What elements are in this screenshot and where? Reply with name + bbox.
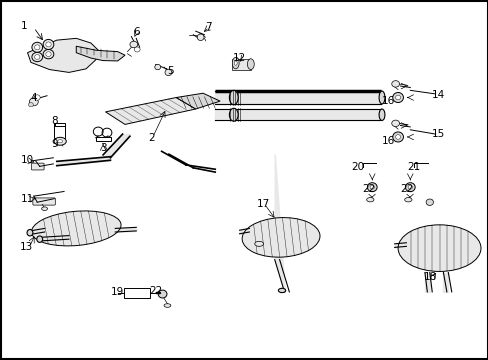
Ellipse shape [229,108,238,121]
Text: 21: 21 [407,162,420,172]
Text: 14: 14 [431,90,444,100]
Text: 10: 10 [21,155,34,165]
Polygon shape [76,46,125,61]
Text: 15: 15 [431,129,444,139]
Ellipse shape [155,64,160,70]
Text: 9: 9 [51,139,58,149]
Ellipse shape [232,57,239,69]
Ellipse shape [254,241,263,246]
Text: 22: 22 [399,184,412,194]
Polygon shape [176,93,220,109]
Ellipse shape [278,288,285,293]
Text: 12: 12 [232,53,246,63]
Ellipse shape [164,69,171,76]
FancyBboxPatch shape [33,198,55,205]
Text: 11: 11 [21,194,34,204]
Ellipse shape [378,109,384,121]
Text: 6: 6 [133,27,139,37]
Ellipse shape [391,120,399,127]
Ellipse shape [158,290,166,298]
Ellipse shape [37,236,42,242]
Ellipse shape [34,95,40,100]
Ellipse shape [32,52,42,62]
Ellipse shape [43,49,54,59]
Ellipse shape [58,140,62,143]
Ellipse shape [32,42,42,52]
Ellipse shape [391,81,399,87]
Ellipse shape [378,91,384,104]
Ellipse shape [43,40,54,49]
Ellipse shape [197,34,203,41]
Text: 22: 22 [362,184,375,194]
Ellipse shape [392,132,403,142]
Text: 1: 1 [21,21,27,31]
Text: 3: 3 [100,143,106,153]
Ellipse shape [366,198,373,202]
Ellipse shape [405,183,414,192]
Ellipse shape [407,185,412,189]
Ellipse shape [397,225,480,271]
Text: 8: 8 [51,116,58,126]
Ellipse shape [54,137,66,145]
Bar [232,59,250,69]
Text: 19: 19 [111,287,124,297]
Text: 16: 16 [381,136,394,146]
Ellipse shape [41,207,47,211]
Text: 18: 18 [423,272,436,282]
Ellipse shape [229,90,238,105]
FancyArrow shape [156,292,160,294]
Ellipse shape [392,93,403,103]
Ellipse shape [404,198,411,202]
Ellipse shape [134,47,140,52]
Ellipse shape [35,45,40,50]
Ellipse shape [234,61,237,65]
Ellipse shape [163,304,170,307]
FancyBboxPatch shape [31,163,44,170]
Text: 4: 4 [30,93,37,103]
Ellipse shape [242,217,319,257]
Ellipse shape [31,211,121,246]
Polygon shape [27,39,98,72]
Ellipse shape [395,95,400,100]
Ellipse shape [35,55,40,59]
Polygon shape [105,98,195,125]
Ellipse shape [130,41,138,48]
Ellipse shape [28,103,33,107]
Ellipse shape [369,185,374,189]
Ellipse shape [46,52,51,57]
Text: 17: 17 [256,199,269,210]
Ellipse shape [247,59,254,69]
Text: 7: 7 [204,22,211,32]
Text: 22: 22 [149,286,162,296]
Ellipse shape [46,42,51,47]
Text: 5: 5 [167,66,173,76]
Text: 2: 2 [148,133,155,143]
Ellipse shape [366,183,376,192]
Text: 13: 13 [20,242,33,252]
Text: 20: 20 [350,162,364,172]
Text: 16: 16 [381,96,394,106]
Ellipse shape [27,229,33,236]
Ellipse shape [29,98,38,106]
Ellipse shape [425,199,432,206]
Ellipse shape [395,135,400,139]
